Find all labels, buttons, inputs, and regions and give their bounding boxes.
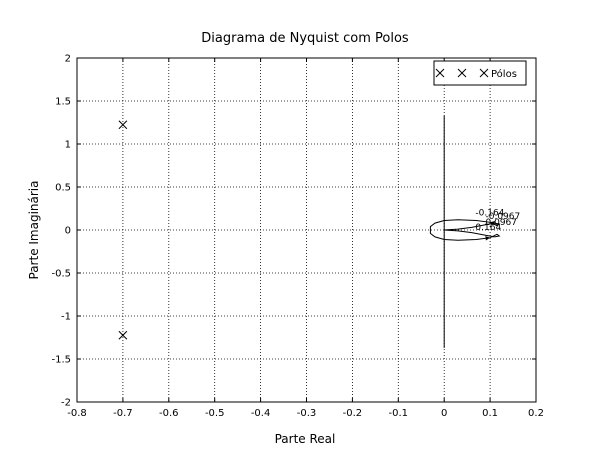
x-tick-label: 0.1 <box>482 408 498 419</box>
grid-lines <box>77 58 536 402</box>
x-tick-label: 0 <box>441 408 447 419</box>
poles-series <box>118 120 128 340</box>
y-tick-label: 0.5 <box>55 183 71 194</box>
x-tick-label: -0.4 <box>251 408 271 419</box>
pole-marker-stroke <box>457 68 467 78</box>
pole-marker-stroke <box>118 120 128 130</box>
x-tick-label: -0.7 <box>113 408 133 419</box>
pole-marker <box>118 120 128 130</box>
pole-marker <box>118 330 128 340</box>
pole-marker-stroke <box>118 330 128 340</box>
frequency-annotation: -0.0967 <box>486 212 521 222</box>
frequency-annotation: 0.164 <box>475 223 501 233</box>
x-tick-label: -0.2 <box>343 408 363 419</box>
y-tick-label: -1.5 <box>51 355 71 366</box>
direction-arrow <box>485 236 491 241</box>
x-tick-label: -0.8 <box>67 408 87 419</box>
x-axis-label: Parte Real <box>275 432 336 446</box>
frequency-annotation: 0.0967 <box>486 218 518 228</box>
legend-marker <box>457 68 467 78</box>
x-tick-label: 0.2 <box>528 408 544 419</box>
legend-box <box>433 60 527 86</box>
y-tick-label: 0 <box>65 226 71 237</box>
legend-markers <box>435 68 489 78</box>
y-axis-label: Parte Imaginária <box>27 181 41 280</box>
pole-marker-stroke <box>479 68 489 78</box>
direction-arrow <box>490 220 495 226</box>
x-tick-label: -0.3 <box>297 408 317 419</box>
legend-label: Pólos <box>491 68 517 80</box>
legend: Pólos <box>433 60 527 86</box>
y-tick-label: -0.5 <box>51 269 71 280</box>
y-axis-ticks: 2 1.5 1 0.5 0 -0.5 -1 -1.5 -2 <box>51 54 536 409</box>
chart-title: Diagrama de Nyquist com Polos <box>201 31 409 46</box>
nyquist-series <box>429 115 501 348</box>
frequency-annotation: -0.164 <box>475 208 504 218</box>
y-tick-label: -1 <box>61 312 71 323</box>
x-axis-ticks: -0.8 -0.7 -0.6 -0.5 -0.4 -0.3 -0.2 -0.1 0 0.1 0.2 <box>67 58 544 419</box>
pole-marker-stroke <box>435 68 445 78</box>
y-tick-label: -2 <box>61 398 71 409</box>
y-tick-label: 1 <box>65 140 71 151</box>
x-tick-label: -0.5 <box>205 408 225 419</box>
nyquist-curve <box>429 219 501 241</box>
y-tick-label: 2 <box>65 54 71 65</box>
x-tick-label: -0.1 <box>389 408 409 419</box>
legend-marker <box>479 68 489 78</box>
y-tick-label: 1.5 <box>55 97 71 108</box>
x-tick-label: -0.6 <box>159 408 179 419</box>
legend-marker <box>435 68 445 78</box>
